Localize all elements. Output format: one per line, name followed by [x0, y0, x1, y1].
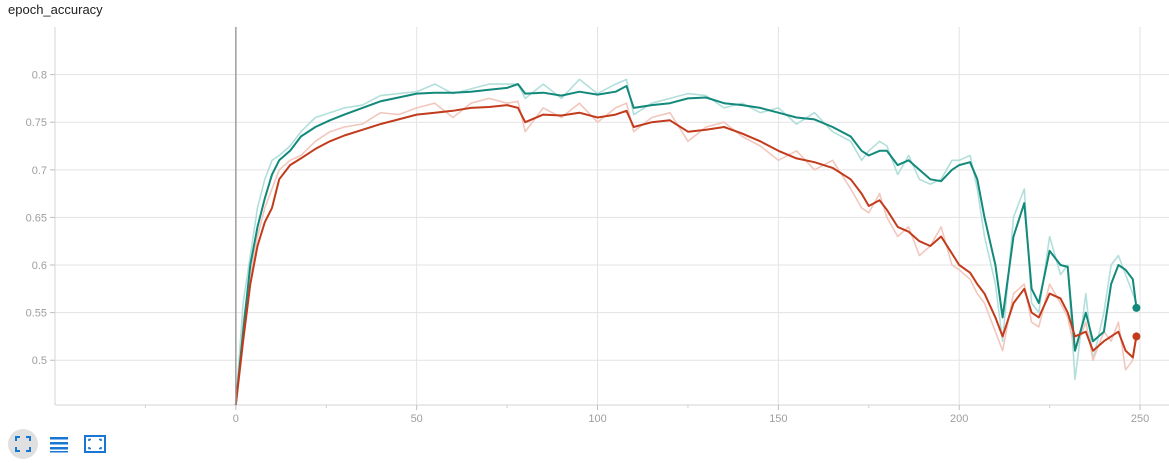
series-1-raw-line [235, 97, 1138, 406]
toggle-log-scale-button[interactable] [44, 429, 74, 459]
y-tick-label: 0.55 [26, 308, 47, 320]
chart-title: epoch_accuracy [8, 2, 103, 17]
x-tick-label: 0 [233, 413, 239, 425]
x-tick-label: 200 [950, 413, 968, 425]
line-chart: 0.5 0.55 0.6 0.65 0.7 0.75 0.8 0 50 100 150 200 250 [26, 27, 1169, 425]
y-tick-label: 0.7 [32, 165, 47, 177]
y-tick-label: 0.5 [32, 355, 47, 367]
fit-domain-button[interactable] [80, 429, 110, 459]
series-1-smoothed-line [234, 104, 1138, 406]
series-1-end-point [1132, 332, 1141, 341]
x-tick-label: 250 [1131, 413, 1149, 425]
series-0-raw-line [235, 78, 1138, 406]
y-tick-label: 0.8 [32, 70, 47, 82]
series-0-end-point [1132, 303, 1141, 312]
list-icon [50, 437, 68, 453]
series-0-smoothed-line [234, 83, 1138, 406]
smoothed-lines [234, 83, 1141, 406]
x-tick-label: 150 [769, 413, 787, 425]
raw-lines [235, 78, 1138, 406]
y-tick-label: 0.65 [26, 212, 47, 224]
y-tick-label: 0.75 [26, 117, 47, 129]
chart-axes: 0.5 0.55 0.6 0.65 0.7 0.75 0.8 0 50 100 150 200 250 [26, 27, 1149, 425]
fit-domain-icon [84, 435, 106, 453]
expand-icon [15, 436, 31, 452]
x-tick-label: 50 [411, 413, 423, 425]
x-tick-label: 100 [588, 413, 606, 425]
y-tick-label: 0.6 [32, 260, 47, 272]
chart-toolbar [8, 428, 110, 460]
expand-button[interactable] [8, 429, 38, 459]
